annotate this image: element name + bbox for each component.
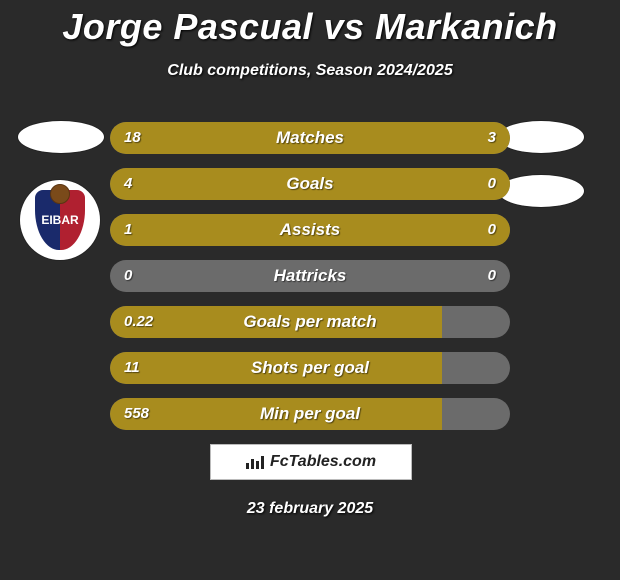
stat-fill-left: [110, 122, 402, 154]
stat-value-left: 1: [124, 214, 132, 246]
stat-value-left: 0.22: [124, 306, 153, 338]
stat-row: 0.22 Goals per match: [0, 306, 620, 338]
stat-value-right: 0: [488, 260, 496, 292]
stat-track: [110, 122, 510, 154]
stat-fill-left: [110, 352, 442, 384]
stat-fill-left: [110, 214, 510, 246]
stat-fill-left: [110, 398, 442, 430]
stat-track: [110, 260, 510, 292]
stat-value-right: 0: [488, 214, 496, 246]
comparison-infographic: Jorge Pascual vs Markanich Club competit…: [0, 0, 620, 580]
stat-row: 18 3 Matches: [0, 122, 620, 154]
stat-track: [110, 352, 510, 384]
stat-row: 0 0 Hattricks: [0, 260, 620, 292]
stat-row: 1 0 Assists: [0, 214, 620, 246]
page-title: Jorge Pascual vs Markanich: [0, 6, 620, 48]
stat-track: [110, 306, 510, 338]
stat-value-left: 11: [124, 352, 140, 384]
stat-value-left: 18: [124, 122, 141, 154]
stat-row: 4 0 Goals: [0, 168, 620, 200]
stat-value-left: 4: [124, 168, 132, 200]
stat-value-left: 558: [124, 398, 149, 430]
brand-text: FcTables.com: [270, 453, 376, 471]
page-subtitle: Club competitions, Season 2024/2025: [0, 62, 620, 80]
brand-link[interactable]: FcTables.com: [210, 444, 412, 480]
stat-row: 558 Min per goal: [0, 398, 620, 430]
stat-fill-left: [110, 306, 442, 338]
stat-value-right: 3: [488, 122, 496, 154]
date-label: 23 february 2025: [0, 500, 620, 518]
stats-container: 18 3 Matches 4 0 Goals 1 0 Assists: [0, 122, 620, 444]
stat-track: [110, 168, 510, 200]
stat-row: 11 Shots per goal: [0, 352, 620, 384]
stat-value-right: 0: [488, 168, 496, 200]
stat-fill-left: [110, 168, 510, 200]
stat-value-left: 0: [124, 260, 132, 292]
stat-track: [110, 398, 510, 430]
bar-chart-icon: [246, 455, 264, 469]
stat-track: [110, 214, 510, 246]
